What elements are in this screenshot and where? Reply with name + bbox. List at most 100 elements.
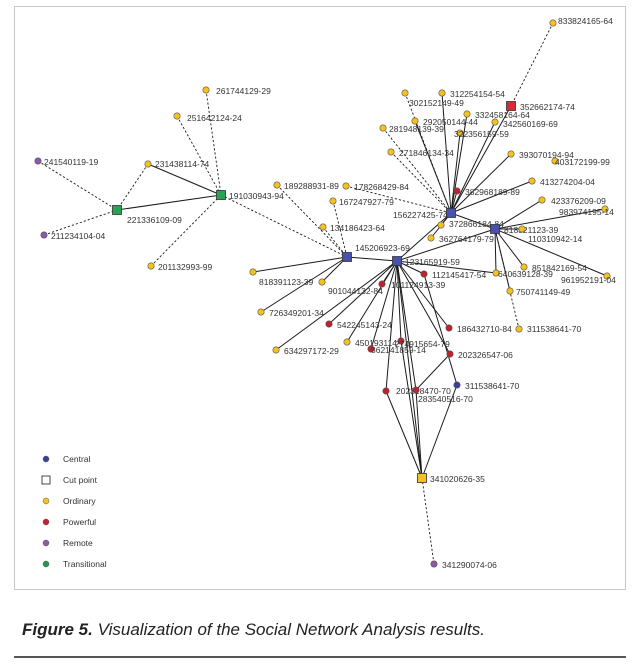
legend-item-transitional: Transitional — [42, 559, 107, 569]
node-label: 123165919-59 — [405, 257, 460, 267]
node-750741149-49[interactable]: 750741149-49 — [506, 287, 571, 297]
node-221336109-09[interactable]: 221336109-09 — [112, 205, 183, 226]
ordinary-node-marker — [342, 182, 350, 190]
legend-label: Cut point — [63, 475, 98, 485]
node-251642124-24[interactable]: 251642124-24 — [173, 112, 242, 123]
node-189288931-89[interactable]: 189288931-89 — [273, 181, 339, 191]
node-202326547-06[interactable]: 202326547-06 — [446, 350, 513, 360]
node-372866184-84[interactable]: 372866184-84 — [437, 219, 504, 229]
node-261744129-29[interactable]: 261744129-29 — [202, 86, 271, 96]
node-901044132-84[interactable]: 901044132-84 — [318, 278, 383, 296]
node-311538641-70[interactable]: 311538641-70 — [515, 324, 582, 334]
node-302152149-49[interactable]: 302152149-49 — [401, 89, 464, 108]
legend-swatch — [42, 497, 50, 505]
ordinary-node-marker — [329, 197, 337, 205]
node-label: 110310942-14 — [528, 234, 582, 244]
node-341290074-06[interactable]: 341290074-06 — [430, 560, 497, 570]
node-362764179-79[interactable]: 362764179-79 — [427, 234, 494, 244]
node-134186423-64[interactable]: 134186423-64 — [319, 223, 385, 233]
node-label: 178268429-84 — [354, 182, 409, 192]
node-241540119-19[interactable]: 241540119-19 — [34, 157, 99, 167]
node-label: 372866184-84 — [449, 219, 504, 229]
node-211234104-04[interactable]: 211234104-04 — [40, 231, 106, 241]
node-311538641-70b[interactable]: 311538641-70 — [453, 381, 520, 391]
node-112145417-54[interactable]: 112145417-54 — [420, 270, 487, 280]
cut-point-marker — [216, 190, 226, 200]
node-186432710-84[interactable]: 186432710-84 — [445, 324, 512, 334]
node-818391123-39[interactable]: 818391123-39 — [249, 268, 314, 287]
edge-311538641-70b-341020626-35 — [421, 384, 458, 479]
node-961952191-04[interactable]: 961952191-04 — [561, 272, 616, 285]
edge-271846134-34-156227425-74 — [390, 151, 452, 214]
node-label: 145206923-69 — [355, 243, 410, 253]
node-403172199-99[interactable]: 403172199-99 — [551, 157, 610, 167]
powerful-node-marker — [397, 337, 405, 345]
node-342560169-69[interactable]: 342560169-69 — [491, 118, 558, 129]
node-726349201-34[interactable]: 726349201-34 — [257, 308, 324, 318]
legend-item-cut-point: Cut point — [41, 475, 98, 485]
node-281948139-39[interactable]: 281948139-39 — [379, 124, 444, 134]
node-362141859-14[interactable]: 362141859-14 — [367, 345, 426, 355]
node-178268429-84[interactable]: 178268429-84 — [342, 182, 409, 192]
legend-swatch — [42, 518, 50, 526]
edge-281948139-39-156227425-74 — [382, 127, 452, 214]
node-283540516-70[interactable]: 283540516-70 — [412, 386, 473, 404]
node-167247927-79[interactable]: 167247927-79 — [329, 197, 394, 207]
node-101124913-39[interactable]: 101124913-39 — [378, 280, 446, 290]
node-341020626-35[interactable]: 341020626-35 — [417, 473, 486, 485]
edge-202326547-06-283540516-70 — [415, 353, 451, 391]
cut-point-marker — [506, 101, 516, 111]
node-542245143-24[interactable]: 542245143-24 — [325, 320, 392, 330]
node-640639128-39[interactable]: 640639128-39 — [492, 269, 553, 279]
node-322356159-59[interactable]: 322356159-59 — [454, 129, 509, 139]
node-label: 167247927-79 — [339, 197, 394, 207]
node-983974195-14[interactable]: 983974195-14 — [559, 205, 614, 217]
node-label: 542245143-24 — [337, 320, 392, 330]
node-634297172-29[interactable]: 634297172-29 — [272, 346, 339, 356]
node-274915654-79[interactable]: 274915654-79 — [395, 337, 450, 349]
node-312254154-54[interactable]: 312254154-54 — [438, 89, 505, 99]
node-145206923-69[interactable]: 145206923-69 — [342, 243, 411, 262]
node-851842169-54[interactable]: 851842169-54 — [520, 263, 587, 273]
node-231438114-74[interactable]: 231438114-74 — [144, 159, 210, 169]
node-352662174-74[interactable]: 352662174-74 — [506, 101, 576, 113]
edge-178268429-84-156227425-74 — [345, 185, 452, 214]
node-label: 221336109-09 — [127, 215, 182, 225]
node-label: 450193114- — [355, 338, 400, 348]
ordinary-node-marker — [401, 89, 409, 97]
node-label: 261744129-29 — [216, 86, 271, 96]
powerful-node-marker — [325, 320, 333, 328]
node-label: 202326547-06 — [458, 350, 513, 360]
node-156227425-74[interactable]: 156227425-74 — [393, 208, 456, 221]
node-382968189-89[interactable]: 382968189-89 — [453, 187, 520, 197]
node-393070194-94[interactable]: 393070194-94 — [507, 150, 574, 160]
ordinary-node-marker — [257, 308, 265, 316]
legend-item-remote: Remote — [42, 538, 93, 548]
node-423376209-09[interactable]: 423376209-09 — [538, 196, 606, 206]
node-201132993-99[interactable]: 201132993-99 — [147, 262, 213, 272]
node-202318470-70[interactable]: 202318470-70 — [382, 386, 451, 396]
figure-caption: Figure 5. Visualization of the Social Ne… — [22, 620, 485, 640]
node-833824165-64[interactable]: 833824165-64 — [549, 16, 613, 27]
node-818321123-39[interactable]: 818321123-39 — [490, 224, 559, 236]
node-110310942-14[interactable]: 110310942-14 — [518, 225, 583, 244]
ordinary-node-marker — [506, 287, 514, 295]
edge-189288931-89-145206923-69 — [276, 184, 348, 258]
node-271846134-34[interactable]: 271846134-34 — [387, 148, 454, 158]
ordinary-node-marker — [603, 272, 611, 280]
ordinary-node-marker — [273, 181, 281, 189]
node-123165919-59[interactable]: 123165919-59 — [392, 256, 461, 268]
node-label: 413274204-04 — [540, 177, 595, 187]
node-label: 112145417-54 — [432, 270, 486, 280]
powerful-node-marker — [453, 187, 461, 195]
node-292050144-44[interactable]: 292050144-44 — [411, 117, 478, 127]
edge-283540516-70-341020626-35 — [415, 389, 423, 479]
legend-swatch — [42, 539, 50, 547]
node-450193114-[interactable]: 450193114- — [343, 338, 400, 348]
node-413274204-04[interactable]: 413274204-04 — [528, 177, 595, 187]
ordinary-node-marker — [549, 19, 557, 27]
node-332458164-64[interactable]: 332458164-64 — [463, 110, 530, 120]
node-label: 341020626-35 — [430, 474, 485, 484]
node-label: 362141859-14 — [371, 345, 426, 355]
node-191030943-94[interactable]: 191030943-94 — [216, 190, 285, 202]
